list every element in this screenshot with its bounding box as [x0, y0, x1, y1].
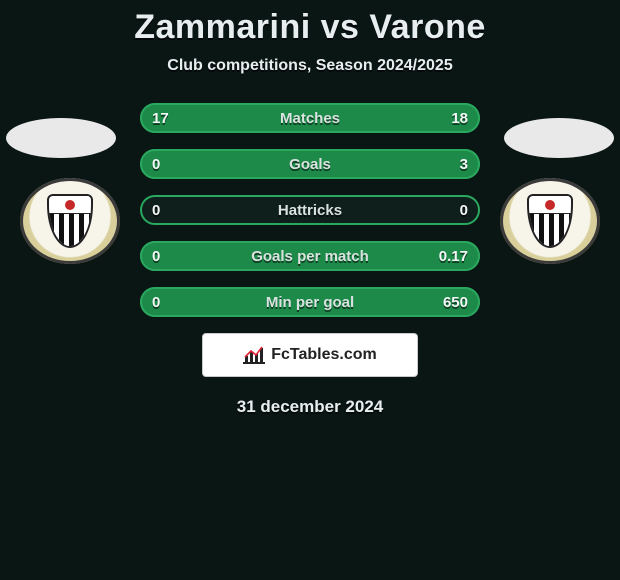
club-crest-left [20, 178, 120, 264]
stat-row: 0Goals3 [140, 149, 480, 179]
stat-value-right: 0.17 [439, 241, 468, 271]
badge-text: FcTables.com [271, 346, 377, 364]
club-crest-right [500, 178, 600, 264]
bar-chart-icon [243, 346, 265, 364]
stat-label: Min per goal [140, 287, 480, 317]
stat-label: Matches [140, 103, 480, 133]
page-subtitle: Club competitions, Season 2024/2025 [0, 57, 620, 75]
stat-label: Hattricks [140, 195, 480, 225]
stat-row: 17Matches18 [140, 103, 480, 133]
crest-shield-icon [527, 194, 573, 248]
stat-value-right: 0 [460, 195, 468, 225]
player-photo-right-placeholder [504, 118, 614, 158]
stat-label: Goals per match [140, 241, 480, 271]
stat-row: 0Min per goal650 [140, 287, 480, 317]
page-title: Zammarini vs Varone [0, 8, 620, 47]
stat-value-right: 3 [460, 149, 468, 179]
snapshot-date: 31 december 2024 [0, 397, 620, 417]
stats-list: 17Matches180Goals30Hattricks00Goals per … [140, 103, 480, 317]
stat-label: Goals [140, 149, 480, 179]
stat-value-right: 650 [443, 287, 468, 317]
stat-value-right: 18 [451, 103, 468, 133]
stat-row: 0Goals per match0.17 [140, 241, 480, 271]
player-photo-left-placeholder [6, 118, 116, 158]
comparison-infographic: Zammarini vs Varone Club competitions, S… [0, 0, 620, 580]
stat-row: 0Hattricks0 [140, 195, 480, 225]
crest-shield-icon [47, 194, 93, 248]
fctables-badge[interactable]: FcTables.com [202, 333, 418, 377]
